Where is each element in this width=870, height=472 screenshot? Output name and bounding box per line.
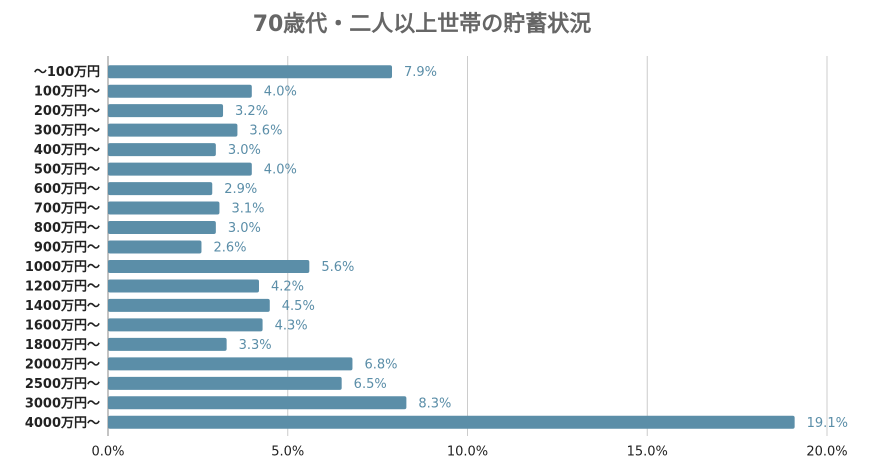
value-label: 3.0% — [228, 143, 261, 158]
value-label: 3.6% — [249, 124, 282, 139]
bar — [108, 123, 238, 137]
value-label: 6.5% — [354, 377, 387, 392]
y-tick-label: 900万円～ — [34, 241, 100, 256]
bar — [108, 415, 795, 429]
value-label: 4.3% — [275, 318, 308, 333]
bar — [108, 240, 202, 254]
bar — [108, 182, 213, 196]
x-tick-label: 10.0% — [447, 445, 488, 460]
y-tick-label: 1600万円～ — [25, 318, 100, 333]
bar — [108, 396, 407, 410]
y-tick-label: 1200万円～ — [25, 279, 100, 294]
y-tick-label: 4000万円～ — [25, 416, 100, 431]
value-label: 4.0% — [264, 85, 297, 100]
value-label: 19.1% — [807, 416, 848, 431]
value-label: 6.8% — [364, 357, 397, 372]
y-tick-label: 1800万円～ — [25, 338, 100, 353]
chart-title: 70歳代・二人以上世帯の貯蓄状況 — [253, 11, 592, 37]
value-label: 3.2% — [235, 104, 268, 119]
y-tick-label: 400万円～ — [34, 143, 100, 158]
y-tick-label: 500万円～ — [34, 163, 100, 178]
value-label: 3.1% — [231, 202, 264, 217]
value-label: 4.5% — [282, 299, 315, 314]
x-tick-label: 20.0% — [806, 445, 847, 460]
value-label: 4.0% — [264, 163, 297, 178]
value-label: 2.6% — [213, 241, 246, 256]
x-tick-label: 5.0% — [271, 445, 304, 460]
y-tick-label: 3000万円～ — [25, 396, 100, 411]
value-label: 3.0% — [228, 221, 261, 236]
y-tick-label: 100万円～ — [34, 85, 100, 100]
bar — [108, 65, 393, 79]
bar — [108, 279, 259, 293]
bar — [108, 259, 310, 273]
y-tick-label: 700万円～ — [34, 202, 100, 217]
value-label: 7.9% — [404, 65, 437, 80]
bar — [108, 104, 224, 118]
y-tick-label: 800万円～ — [34, 221, 100, 236]
value-label: 2.9% — [224, 182, 257, 197]
bar — [108, 201, 220, 215]
y-tick-label: 2500万円～ — [25, 377, 100, 392]
bar — [108, 221, 216, 235]
x-tick-label: 0.0% — [91, 445, 124, 460]
y-tick-label: 1400万円～ — [25, 299, 100, 314]
bar — [108, 143, 216, 157]
bar — [108, 162, 252, 176]
y-tick-label: 600万円～ — [34, 182, 100, 197]
value-label: 8.3% — [418, 396, 451, 411]
bar — [108, 298, 270, 312]
y-tick-label: 200万円～ — [34, 104, 100, 119]
bar — [108, 357, 353, 371]
y-tick-label: ～100万円 — [34, 65, 100, 80]
x-tick-label: 15.0% — [627, 445, 668, 460]
bar — [108, 84, 252, 98]
value-label: 3.3% — [239, 338, 272, 353]
value-label: 4.2% — [271, 279, 304, 294]
value-label: 5.6% — [321, 260, 354, 275]
y-tick-label: 300万円～ — [34, 124, 100, 139]
y-tick-label: 1000万円～ — [25, 260, 100, 275]
bar — [108, 318, 263, 332]
y-tick-label: 2000万円～ — [25, 357, 100, 372]
bar — [108, 337, 227, 351]
bar — [108, 376, 342, 390]
